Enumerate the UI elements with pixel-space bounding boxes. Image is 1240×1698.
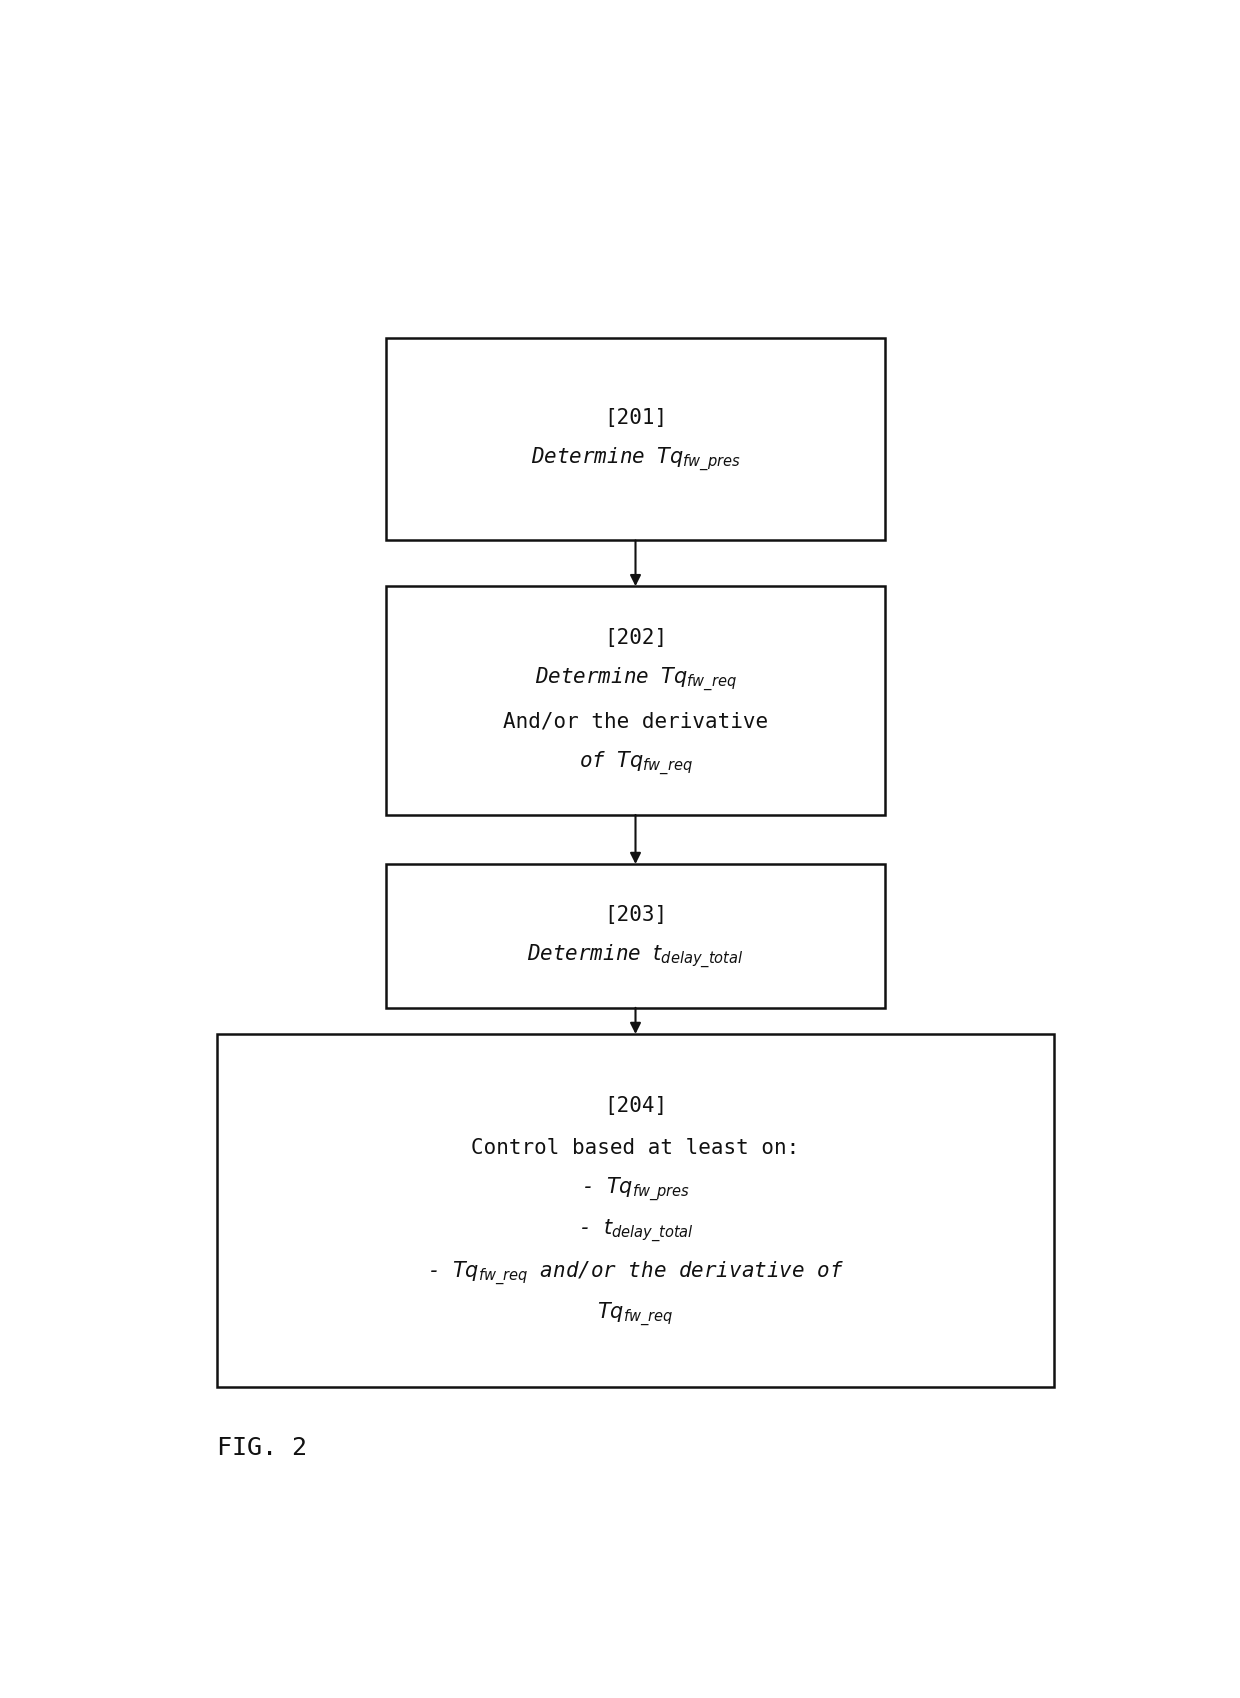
- FancyBboxPatch shape: [217, 1034, 1054, 1387]
- Text: [203]: [203]: [604, 905, 667, 925]
- FancyBboxPatch shape: [386, 586, 885, 815]
- FancyBboxPatch shape: [386, 338, 885, 540]
- Text: - $Tq_{fw\_pres}$: - $Tq_{fw\_pres}$: [580, 1175, 691, 1204]
- FancyBboxPatch shape: [386, 864, 885, 1009]
- Text: And/or the derivative: And/or the derivative: [503, 711, 768, 732]
- Text: - $Tq_{fw\_req}$ and/or the derivative of: - $Tq_{fw\_req}$ and/or the derivative o…: [427, 1258, 844, 1287]
- Text: [202]: [202]: [604, 628, 667, 649]
- Text: $Tq_{fw\_req}$: $Tq_{fw\_req}$: [598, 1301, 673, 1330]
- Text: Determine $Tq_{fw\_pres}$: Determine $Tq_{fw\_pres}$: [531, 447, 740, 474]
- Text: FIG. 2: FIG. 2: [217, 1437, 308, 1460]
- Text: Control based at least on:: Control based at least on:: [471, 1138, 800, 1158]
- Text: [204]: [204]: [604, 1095, 667, 1116]
- Text: Determine $Tq_{fw\_req}$: Determine $Tq_{fw\_req}$: [534, 666, 737, 694]
- Text: Determine $t_{delay\_total}$: Determine $t_{delay\_total}$: [527, 942, 744, 971]
- Text: of $Tq_{fw\_req}$: of $Tq_{fw\_req}$: [579, 749, 692, 778]
- Text: [201]: [201]: [604, 408, 667, 428]
- Text: - $t_{delay\_total}$: - $t_{delay\_total}$: [578, 1217, 693, 1245]
